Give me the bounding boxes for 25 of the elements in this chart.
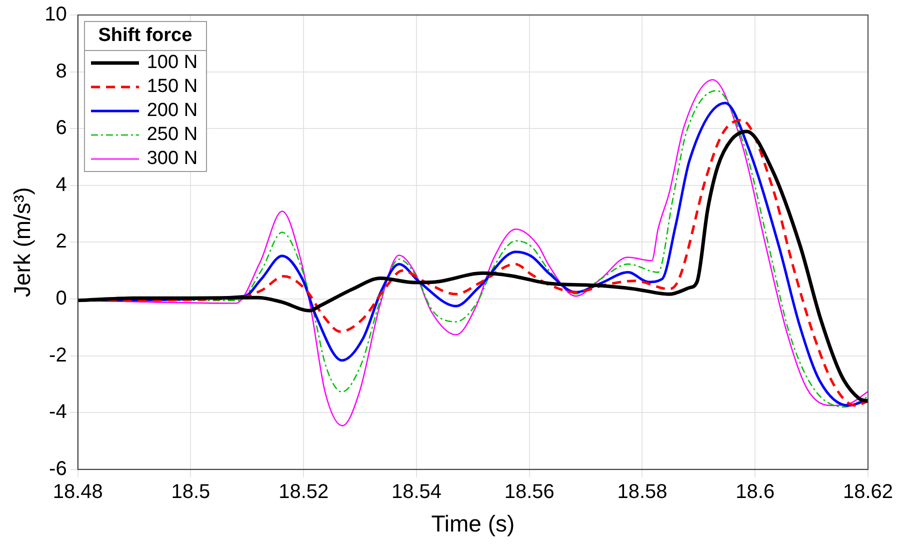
y-tick-label: 10 xyxy=(44,4,67,26)
x-tick-label: 18.52 xyxy=(278,480,329,503)
y-tick-label: 8 xyxy=(56,60,67,82)
y-axis-title: Jerk (m/s³) xyxy=(9,187,36,298)
y-tick-label: -2 xyxy=(49,344,67,366)
legend-label: 150 N xyxy=(146,75,198,99)
x-tick-label: 18.5 xyxy=(171,480,210,503)
x-tick-label: 18.48 xyxy=(52,480,103,503)
y-tick-label: 2 xyxy=(56,230,67,253)
legend-title: Shift force xyxy=(84,22,206,51)
y-tick-label: -4 xyxy=(49,401,67,424)
x-tick-label: 18.62 xyxy=(842,480,894,503)
x-tick-label: 18.58 xyxy=(617,480,668,503)
x-tick-label: 18.54 xyxy=(391,480,442,503)
legend-label: 300 N xyxy=(146,147,198,171)
legend-label: 200 N xyxy=(146,99,198,123)
legend-label: 100 N xyxy=(146,51,198,75)
legend-label: 250 N xyxy=(146,123,198,147)
x-axis-title: Time (s) xyxy=(431,510,515,537)
y-tick-label: 0 xyxy=(56,288,67,310)
y-tick-label: -6 xyxy=(49,458,67,480)
y-tick-label: 6 xyxy=(56,117,67,140)
y-tick-label: 4 xyxy=(56,174,67,196)
x-tick-label: 18.6 xyxy=(736,480,775,503)
x-tick-label: 18.56 xyxy=(504,480,554,503)
